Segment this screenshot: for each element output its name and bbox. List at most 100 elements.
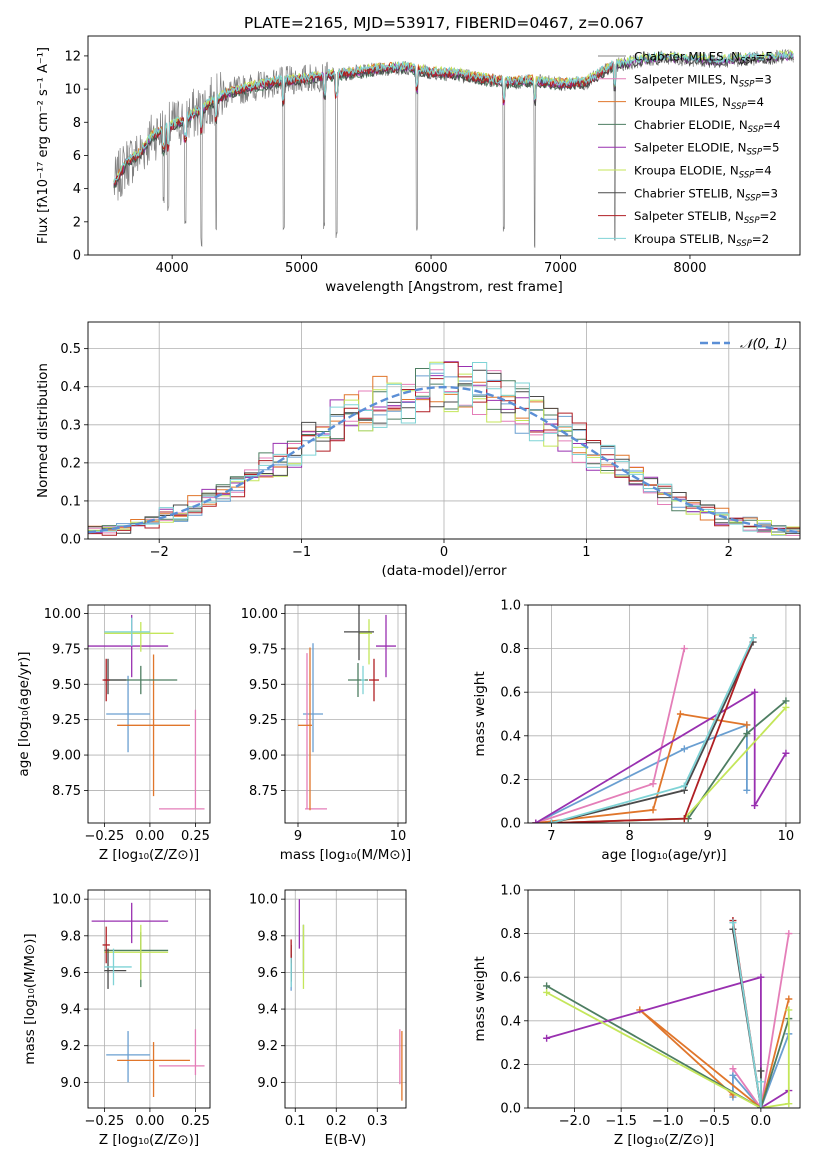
weight-series-line [535,690,787,823]
weight-point-marker [729,919,737,927]
grid-lines [528,604,800,824]
weight-point-marker [532,819,540,823]
histogram-step [88,362,800,533]
legend-subscript: SSP [744,216,760,226]
legend-value: =4 [763,118,780,132]
x-tick-label: −1.0 [652,1114,684,1129]
x-axis-label: Z [log₁₀(Z/Z⊙)] [99,1132,199,1148]
y-tick-label: 9.0 [257,1076,278,1091]
y-tick-label: 9.2 [257,1039,278,1054]
weight-point-marker [649,780,657,788]
plot-frame [527,889,801,1109]
x-tick-label: 0 [440,545,448,560]
legend-label: 𝒩(0, 1) [740,337,787,352]
weight-point-marker [680,645,688,653]
y-tick-label: 1.0 [500,599,521,614]
x-tick-label: 0.0 [751,1114,772,1129]
weight-point-marker [543,982,551,990]
weight-point-marker [680,815,688,823]
weight-point-marker [729,1071,737,1079]
legend-value: =4 [747,95,764,109]
normal-curve [88,385,800,534]
legend-value: =5 [756,50,773,64]
weight-point-marker [743,730,751,738]
legend-subscript: SSP [740,57,756,67]
weight-series-line [546,985,790,1108]
plot-frame [87,889,211,1109]
y-tick-label: 0 [73,249,81,264]
y-tick-label: 0.0 [500,817,521,832]
ticks: 9 10 8.75 9.00 9.25 9.50 9.75 10.00 [241,607,406,844]
y-tick-label: 6 [73,149,81,164]
x-tick-label: 7 [547,829,555,844]
x-tick-label: 10 [390,829,407,844]
x-tick-label: 9 [294,829,302,844]
legend-value: =4 [754,164,771,178]
y-axis-label: Flux [fλ10⁻¹⁷ erg cm⁻² s⁻¹ A⁻¹] [36,47,51,244]
y-tick-label: 8.75 [52,784,81,799]
x-axis-label: Z [log₁₀(Z/Z⊙)] [614,1132,714,1148]
y-tick-label: 0.6 [500,971,521,986]
x-tick-label: 0.1 [285,1114,306,1129]
weight-series-line [546,976,790,1108]
model-spectrum-line [113,51,794,184]
y-tick-label: 10.00 [241,607,278,622]
legend-value: =2 [759,209,776,223]
x-axis-label: wavelength [Angstrom, rest frame] [325,279,563,295]
legend: 𝒩(0, 1) [700,337,787,352]
weight-point-marker [785,1100,793,1108]
legend-value: =3 [761,186,778,200]
weight-point-marker [782,697,790,705]
legend-value: =2 [752,232,769,246]
legend-label: Chabrier STELIB, NSSP=3 [634,186,778,203]
y-tick-label: 0.8 [500,927,521,942]
weight-point-marker [543,988,551,996]
ticks: −2.0 −1.5 −1.0 −0.5 0.0 0.0 0.2 0.4 0.6 0.8 1.0 [500,884,771,1130]
y-tick-label: 9.25 [249,713,278,728]
y-tick-label: 0.2 [60,456,81,471]
y-tick-label: 9.4 [60,1003,81,1018]
y-tick-label: 9.75 [249,642,278,657]
legend-label: Kroupa ELODIE, NSSP=4 [634,164,772,181]
weight-point-marker [782,749,790,757]
x-tick-label: 0.3 [367,1114,388,1129]
legend-label: Kroupa MILES, NSSP=4 [634,95,764,112]
weight-series-line [732,922,762,1108]
y-tick-label: 9.00 [249,749,278,764]
weight-point-marker [751,802,759,810]
x-tick-label: 7000 [544,261,577,276]
x-axis-label: E(B-V) [325,1132,367,1148]
y-tick-label: 9.50 [249,678,278,693]
y-axis-label: mass weight [472,671,488,756]
x-axis-label: Z [log₁₀(Z/Z⊙)] [99,847,199,863]
y-tick-label: 10.0 [52,893,81,908]
x-tick-label: 0.00 [135,1114,164,1129]
x-tick-label: 8000 [673,261,706,276]
y-tick-label: 2 [73,215,81,230]
x-tick-label: −0.5 [699,1114,731,1129]
y-tick-label: 0.0 [500,1102,521,1117]
y-tick-label: 0.4 [500,729,521,744]
legend-subscript: SSP [736,239,752,249]
weight-series-line [639,998,790,1108]
weight-point-marker [743,786,751,794]
age-vs-mass-panel: 9 10 8.75 9.00 9.25 9.50 9.75 10.00 mass [log₁₀(… [241,604,411,863]
y-tick-label: 0.3 [60,418,81,433]
age-vs-metallicity-panel: −0.25 0.00 0.25 8.75 9.00 9.25 9.50 9.75 10.00 Z … [16,604,211,863]
x-tick-label: −2 [150,545,169,560]
weight-point-marker [649,806,657,814]
x-tick-label: −1.5 [605,1114,637,1129]
legend-label: Salpeter MILES, NSSP=3 [634,72,772,89]
x-tick-label: 0.00 [135,829,164,844]
y-tick-label: 0.8 [500,642,521,657]
y-tick-label: 9.0 [60,1076,81,1091]
x-tick-label: 9 [704,829,712,844]
mass-vs-metallicity-panel: −0.25 0.00 0.25 9.0 9.2 9.4 9.6 9.8 10.0 Z [log₁₀… [22,889,211,1148]
y-tick-label: 0.0 [60,533,81,548]
weight-point-marker [547,819,555,823]
weight-point-marker [757,1104,765,1108]
plot-frame [87,321,801,540]
x-tick-label: 0.25 [181,829,210,844]
y-tick-label: 9.8 [257,929,278,944]
